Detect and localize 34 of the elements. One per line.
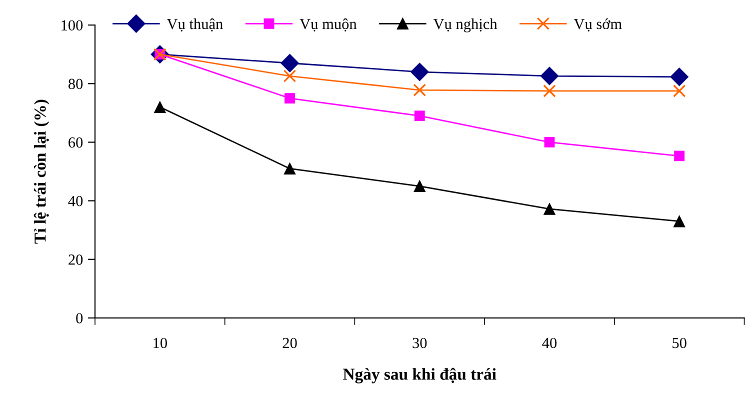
- point: [280, 54, 299, 72]
- x-tick-label: 10: [154, 338, 167, 348]
- x-tick-label: 50: [672, 338, 686, 348]
- x-tick-label: 30: [412, 338, 427, 348]
- point: [284, 162, 296, 174]
- point: [544, 136, 555, 148]
- point: [673, 215, 686, 228]
- legend-label: Vụ nghịch: [433, 18, 498, 32]
- x-axis-title: Ngày sau khi đậu trái: [343, 368, 496, 384]
- y-tick-label: 20: [68, 254, 83, 265]
- legend-label: Vụ muộn: [300, 18, 357, 32]
- point: [672, 84, 686, 98]
- point: [540, 66, 559, 86]
- point: [283, 70, 296, 82]
- point: [410, 62, 429, 82]
- point: [413, 84, 426, 96]
- y-tick-label: 80: [68, 78, 83, 90]
- point: [544, 203, 556, 215]
- x-tick-label: 20: [282, 338, 297, 348]
- y-tick-label: 0: [76, 313, 83, 324]
- x-tick-label: 40: [542, 338, 557, 348]
- point: [154, 101, 166, 113]
- point: [414, 110, 425, 122]
- y-axis-title: Tỉ lệ trái còn lại (%): [34, 100, 50, 244]
- point: [543, 84, 556, 98]
- point: [414, 180, 426, 192]
- point: [674, 150, 685, 162]
- point: [670, 68, 689, 86]
- legend-label: Vụ sớm: [574, 18, 622, 32]
- y-tick-label: 40: [68, 196, 83, 206]
- y-tick-label: 60: [68, 137, 83, 148]
- legend-label: Vụ thuận: [166, 18, 223, 32]
- y-tick-label: 100: [62, 20, 83, 30]
- point: [284, 93, 295, 104]
